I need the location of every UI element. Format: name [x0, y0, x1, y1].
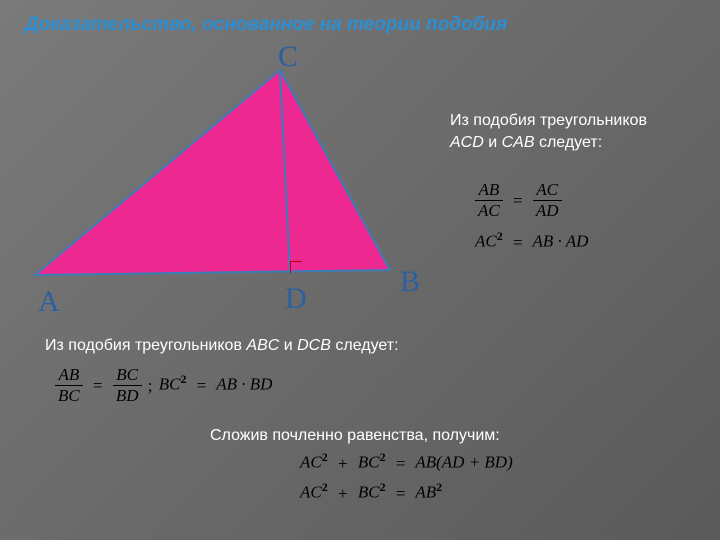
text2-prefix: Из подобия треугольников	[45, 337, 246, 354]
text2-t1: ABC	[246, 337, 279, 354]
vertex-b-label: B	[400, 265, 420, 299]
text1-mid: и	[484, 134, 502, 151]
triangle-svg	[30, 60, 410, 310]
text1-t2: CAB	[502, 134, 535, 151]
text-block-3: Сложив почленно равенства, получим:	[210, 425, 500, 447]
vertex-d-label: D	[285, 282, 307, 316]
text1-t1: ACD	[450, 134, 484, 151]
math-block-2: ABBC = BCBD ; BC2 = AB · BD	[55, 365, 272, 406]
text-block-2: Из подобия треугольников ABC и DCB следу…	[45, 335, 399, 357]
triangle-diagram: A C B D	[30, 60, 410, 310]
page-title: Доказательство, основанное на теории под…	[25, 14, 507, 36]
text1-suffix: следует:	[535, 134, 603, 151]
text2-t2: DCB	[297, 337, 331, 354]
math-block-1: ABAC = ACAD AC2 = AB · AD	[475, 180, 588, 253]
vertex-c-label: C	[278, 40, 298, 74]
text2-mid: и	[279, 337, 297, 354]
right-angle-marker	[290, 261, 302, 273]
vertex-a-label: A	[38, 285, 60, 319]
text-block-1: Из подобия треугольников ACD и CAB следу…	[450, 110, 660, 153]
text2-suffix: следует:	[331, 337, 399, 354]
math-block-3: AC2 + BC2 = AB(AD + BD) AC2 + BC2 = AB2	[300, 450, 513, 504]
text1-prefix: Из подобия треугольников	[450, 112, 647, 129]
